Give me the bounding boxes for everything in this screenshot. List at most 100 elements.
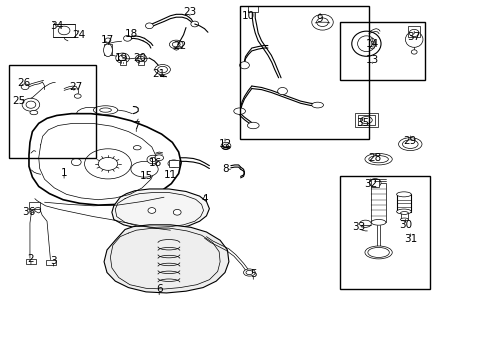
Ellipse shape xyxy=(119,55,126,61)
Text: 28: 28 xyxy=(368,153,381,163)
Polygon shape xyxy=(112,189,209,229)
Text: 34: 34 xyxy=(50,21,63,31)
Ellipse shape xyxy=(351,31,380,56)
Polygon shape xyxy=(29,114,181,205)
Text: 16: 16 xyxy=(149,158,162,168)
Ellipse shape xyxy=(408,30,418,37)
Ellipse shape xyxy=(360,117,371,124)
Ellipse shape xyxy=(133,145,141,150)
Text: 25: 25 xyxy=(13,96,26,106)
Ellipse shape xyxy=(167,160,179,167)
Text: 26: 26 xyxy=(18,78,31,88)
Ellipse shape xyxy=(243,269,255,276)
Bar xyxy=(248,6,258,12)
Bar xyxy=(53,24,75,37)
Ellipse shape xyxy=(26,101,36,108)
Text: 1: 1 xyxy=(61,168,67,178)
Ellipse shape xyxy=(100,108,111,112)
Ellipse shape xyxy=(58,26,70,35)
Ellipse shape xyxy=(316,18,328,27)
Text: 30: 30 xyxy=(398,220,411,230)
Ellipse shape xyxy=(71,158,81,166)
Ellipse shape xyxy=(396,192,410,197)
Ellipse shape xyxy=(311,102,323,108)
Ellipse shape xyxy=(245,270,252,275)
Text: 35: 35 xyxy=(355,118,368,128)
Ellipse shape xyxy=(135,54,147,63)
Bar xyxy=(168,160,178,167)
Ellipse shape xyxy=(364,153,391,165)
Ellipse shape xyxy=(93,106,118,114)
Ellipse shape xyxy=(84,149,131,179)
Ellipse shape xyxy=(169,40,183,49)
Ellipse shape xyxy=(405,32,422,47)
Text: 37: 37 xyxy=(407,32,420,41)
Ellipse shape xyxy=(21,84,29,90)
Ellipse shape xyxy=(98,157,118,170)
Text: 32: 32 xyxy=(363,179,376,189)
Ellipse shape xyxy=(158,66,167,73)
Bar xyxy=(354,113,377,127)
Text: 24: 24 xyxy=(72,30,85,40)
Bar xyxy=(407,26,419,37)
Bar xyxy=(370,183,385,222)
Ellipse shape xyxy=(247,122,259,129)
Ellipse shape xyxy=(190,21,198,27)
Ellipse shape xyxy=(410,50,416,54)
Text: 23: 23 xyxy=(183,7,196,17)
Ellipse shape xyxy=(359,220,370,227)
Ellipse shape xyxy=(74,94,81,98)
Ellipse shape xyxy=(155,64,170,75)
Ellipse shape xyxy=(131,161,158,177)
Bar xyxy=(120,60,125,64)
Ellipse shape xyxy=(223,144,228,148)
Text: 29: 29 xyxy=(403,136,416,146)
Bar xyxy=(370,179,378,187)
Text: 12: 12 xyxy=(218,139,231,149)
Ellipse shape xyxy=(147,155,158,164)
Ellipse shape xyxy=(148,208,156,213)
Ellipse shape xyxy=(371,42,375,45)
Ellipse shape xyxy=(370,39,374,41)
Text: 9: 9 xyxy=(316,14,323,24)
Ellipse shape xyxy=(396,209,410,214)
Text: 33: 33 xyxy=(352,222,365,232)
Ellipse shape xyxy=(371,44,375,47)
Polygon shape xyxy=(104,225,228,293)
Ellipse shape xyxy=(150,157,156,162)
Ellipse shape xyxy=(105,38,111,42)
Bar xyxy=(239,6,368,139)
Text: 4: 4 xyxy=(201,194,207,204)
Ellipse shape xyxy=(368,179,380,187)
Ellipse shape xyxy=(367,247,388,257)
Bar xyxy=(45,260,56,265)
Text: 8: 8 xyxy=(222,164,229,174)
Ellipse shape xyxy=(123,36,131,41)
Text: 17: 17 xyxy=(100,35,113,45)
Ellipse shape xyxy=(402,140,417,148)
Text: 6: 6 xyxy=(156,284,162,294)
Text: 31: 31 xyxy=(403,234,416,244)
Ellipse shape xyxy=(400,218,407,221)
Ellipse shape xyxy=(116,53,129,63)
Text: 2: 2 xyxy=(27,254,34,264)
Text: 14: 14 xyxy=(365,39,378,49)
Ellipse shape xyxy=(172,42,180,47)
Text: 21: 21 xyxy=(152,69,165,79)
Bar xyxy=(9,65,96,158)
Ellipse shape xyxy=(155,155,163,161)
Bar xyxy=(396,194,410,212)
Bar xyxy=(26,258,36,264)
Ellipse shape xyxy=(364,246,391,259)
Ellipse shape xyxy=(398,138,421,150)
Text: 3: 3 xyxy=(50,256,57,266)
Ellipse shape xyxy=(221,142,230,149)
Ellipse shape xyxy=(370,46,374,49)
Ellipse shape xyxy=(173,210,181,215)
Ellipse shape xyxy=(371,40,375,43)
Text: 10: 10 xyxy=(242,11,254,21)
Bar xyxy=(400,213,407,220)
Text: 15: 15 xyxy=(139,171,152,181)
Bar xyxy=(104,44,112,55)
Text: 22: 22 xyxy=(173,41,186,50)
